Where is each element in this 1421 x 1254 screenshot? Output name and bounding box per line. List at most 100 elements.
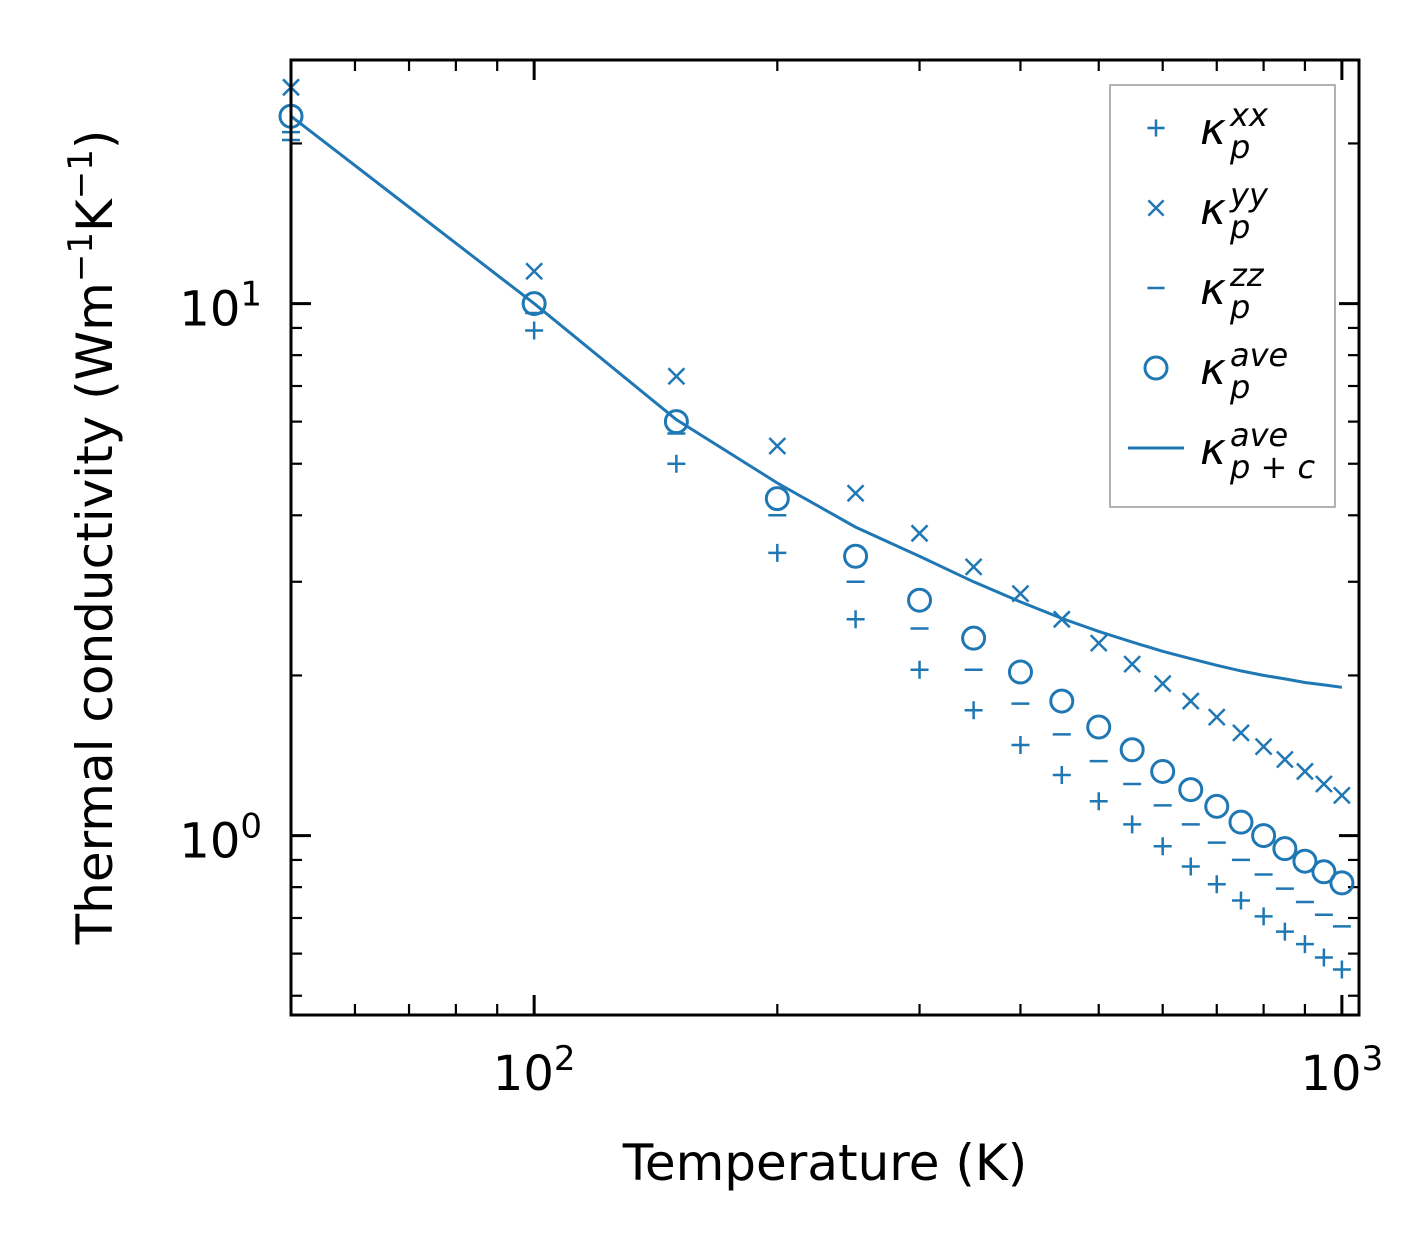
legend-label-sup: xx: [1229, 96, 1269, 134]
legend-entry-kappa_p_yy: κ yyp: [1147, 176, 1269, 246]
x-tick-label: 102: [493, 1039, 576, 1102]
legend-label-sup: zz: [1229, 256, 1265, 294]
data-point-kappa_p_yy: [1275, 750, 1294, 769]
legend-label-base: κ: [1200, 104, 1226, 155]
legend-marker-plus: [1147, 119, 1165, 137]
series-line-kappa_p_plus_c_ave: [290, 115, 1343, 689]
y-axis-label-base: Thermal conductivity (Wm: [66, 282, 124, 945]
data-point-kappa_p_ave: [1311, 859, 1337, 885]
data-point-kappa_p_yy: [525, 262, 544, 281]
y-tick-label: 101: [179, 275, 262, 338]
data-point-kappa_p_ave: [1049, 688, 1075, 714]
data-point-kappa_p_ave: [1178, 777, 1204, 803]
data-point-kappa_p_xx: [1314, 948, 1333, 967]
series-kappa_p_plus_c_ave: [290, 115, 1343, 689]
data-point-kappa_p_yy: [846, 484, 865, 503]
data-point-kappa_p_xx: [1231, 891, 1250, 910]
legend-label-sub: p: [1229, 368, 1250, 406]
y-tick-base: 10: [179, 814, 240, 870]
data-point-kappa_p_xx: [1011, 736, 1030, 755]
data-point-kappa_p_xx: [1153, 837, 1172, 856]
legend-label-sub: p: [1229, 128, 1250, 166]
legend-label-sup: yy: [1229, 176, 1269, 214]
data-point-kappa_p_ave: [1251, 823, 1277, 849]
legend-label-base: κ: [1200, 424, 1226, 475]
data-point-kappa_p_yy: [1089, 634, 1108, 653]
data-point-kappa_p_ave: [1086, 714, 1112, 740]
data-point-kappa_p_ave: [521, 291, 547, 317]
data-point-kappa_p_ave: [1228, 809, 1254, 835]
data-point-kappa_p_ave: [961, 625, 987, 651]
data-point-kappa_p_xx: [1052, 765, 1071, 784]
y-axis-label-sup1: −1: [61, 232, 101, 282]
legend-label-base: κ: [1200, 344, 1226, 395]
data-point-kappa_p_yy: [1181, 692, 1200, 710]
data-point-kappa_p_xx: [667, 454, 686, 473]
data-point-kappa_p_yy: [667, 367, 686, 386]
legend-marker-circle: [1143, 355, 1169, 381]
data-point-kappa_p_xx: [1089, 792, 1108, 811]
legend-label-base: κ: [1200, 264, 1226, 315]
data-point-kappa_p_yy: [964, 557, 983, 576]
data-point-kappa_p_ave: [1150, 758, 1176, 784]
data-point-kappa_p_yy: [1232, 723, 1250, 742]
data-point-kappa_p_yy: [1123, 655, 1142, 674]
x-tick-base: 10: [493, 1046, 554, 1102]
major-ticks: [291, 60, 1359, 1015]
data-point-kappa_p_ave: [1204, 793, 1230, 819]
data-point-kappa_p_xx: [768, 543, 787, 562]
data-point-kappa_p_ave: [1292, 848, 1318, 874]
x-tick-label: 103: [1301, 1039, 1384, 1102]
legend-label-sub: p: [1229, 288, 1250, 326]
data-point-kappa_p_xx: [525, 321, 544, 340]
data-point-kappa_p_xx: [964, 701, 983, 720]
y-tick-exp: 0: [240, 807, 262, 847]
y-axis-label-end: ): [66, 130, 124, 150]
data-point-kappa_p_xx: [910, 660, 929, 679]
data-point-kappa_p_xx: [1275, 922, 1294, 941]
legend-frame: [1109, 84, 1336, 508]
data-point-kappa_p_xx: [1123, 815, 1142, 834]
legend-entry-kappa_p_xx: κ xxp: [1147, 96, 1269, 166]
data-point-kappa_p_yy: [1315, 775, 1333, 793]
legend-label: κ: [1200, 104, 1226, 155]
data-point-kappa_p_ave: [1119, 737, 1145, 763]
legend-label: κ: [1200, 424, 1226, 475]
y-axis-label-sup2: −1: [61, 149, 101, 199]
data-point-kappa_p_ave: [764, 486, 790, 512]
y-axis-label-mid: K: [66, 198, 124, 232]
data-point-kappa_p_ave: [907, 587, 933, 613]
y-tick-base: 10: [179, 282, 240, 338]
legend-label-sub: p + c: [1229, 448, 1315, 486]
legend-label: κ: [1200, 344, 1226, 395]
legend-marker-x: [1147, 199, 1165, 217]
data-point-kappa_p_ave: [843, 543, 869, 569]
x-axis-label: Temperature (K): [622, 1134, 1027, 1192]
plot-frame: [289, 58, 1361, 1017]
legend-label-base: κ: [1200, 184, 1226, 235]
x-tick-exp: 2: [554, 1039, 576, 1079]
y-tick-exp: 1: [240, 275, 262, 315]
data-point-kappa_p_yy: [1254, 737, 1273, 756]
data-point-kappa_p_ave: [663, 409, 689, 435]
data-point-kappa_p_yy: [910, 524, 929, 543]
data-point-kappa_p_yy: [1296, 762, 1314, 781]
data-point-kappa_p_ave: [1007, 659, 1033, 685]
data-point-kappa_p_ave: [1272, 836, 1298, 862]
y-axis-label: Thermal conductivity (Wm−1K−1): [61, 130, 124, 946]
y-tick-label: 100: [179, 807, 262, 870]
data-point-kappa_p_xx: [1332, 960, 1351, 979]
series-layer: [278, 78, 1355, 979]
data-point-kappa_p_yy: [1332, 786, 1351, 805]
data-point-kappa_p_yy: [768, 437, 787, 455]
data-point-kappa_p_yy: [1207, 708, 1226, 726]
data-point-kappa_p_yy: [1153, 674, 1172, 693]
series-kappa_p_xx: [282, 131, 1351, 979]
x-tick-base: 10: [1301, 1046, 1362, 1102]
data-point-kappa_p_xx: [846, 610, 865, 629]
